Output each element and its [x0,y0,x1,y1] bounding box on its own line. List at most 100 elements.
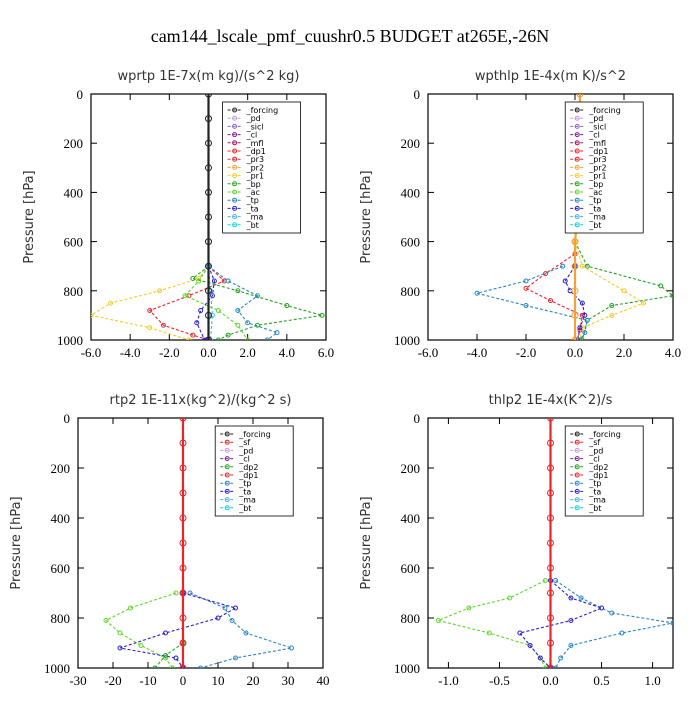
y-tick-label: 400 [51,511,71,526]
data-point-ta [209,293,215,299]
data-point-tp [553,578,559,583]
legend-label: _ta [588,204,601,213]
data-point-forcing [547,664,554,668]
data-point-dp1 [466,605,472,611]
data-point-ac [196,278,202,284]
x-tick-label: 0.0 [542,673,558,688]
legend-marker [224,472,230,478]
legend-marker [574,480,580,486]
legend-label: _ma [588,213,606,222]
data-point-tp [568,643,574,648]
data-point-ta [568,618,574,623]
y-tick-label: 1000 [44,661,70,676]
data-point-ta [562,278,568,284]
legend-label: _pr1 [246,172,264,181]
legend-marker [232,205,238,211]
data-point-forcing [571,336,579,340]
data-point-forcing [547,514,554,522]
data-point-tp [274,330,280,336]
data-point-forcing [547,614,554,622]
legend-label: _pd [246,114,261,123]
data-point-pr3 [147,307,153,313]
x-tick-label: 4.0 [665,345,681,360]
data-point-tp [243,630,249,636]
data-point-ta [599,605,605,611]
legend-marker [574,156,580,162]
x-tick-label: -2.0 [159,345,180,360]
legend-marker [574,488,580,494]
legend-marker [574,464,580,470]
legend-label: _dp1 [588,147,608,156]
data-point-bp [284,303,290,309]
legend-marker [574,431,580,437]
panel-bottom-left: rtp2 1E-11x(kg^2)/(kg^2 s) Pressure [hPa]… [9,393,330,688]
x-tick-label: -0.5 [489,673,510,688]
data-point-pr1 [641,300,647,306]
y-tick-label: 0 [64,411,71,426]
legend-marker [574,205,580,211]
legend-label: _mfl [588,139,606,148]
legend-marker [574,123,580,129]
data-point-bp [584,263,590,269]
data-point-forcing [179,464,187,472]
legend-marker [232,173,238,179]
legend-label: _cl [588,131,600,140]
legend-label: _mfl [246,139,264,148]
data-point-dp1 [138,643,144,648]
data-point-forcing [205,262,212,270]
data-point-ta [173,655,179,661]
data-point-tp [582,330,588,336]
data-point-dp1 [128,605,133,611]
legend-marker [232,115,238,121]
data-point-forcing [547,418,554,422]
series-line-bp [574,241,673,340]
series-line-tp [189,592,292,668]
data-point-forcing [205,94,212,98]
legend-marker [232,214,238,220]
legend-label: _bt [238,504,251,513]
legend-marker [574,132,580,138]
data-point-forcing [179,418,187,422]
legend-label: _bp [246,180,261,189]
series-line-pr3 [524,253,583,340]
x-tick-label: -4.0 [120,345,141,360]
legend-label: _dp2 [238,463,258,472]
data-point-ta [215,615,221,621]
data-point-ta [568,595,574,601]
legend-marker [224,456,230,462]
data-point-dp1 [117,630,123,636]
legend-label: _sf [588,438,600,447]
data-point-ta [527,643,533,648]
legend-marker [232,156,238,162]
legend-label: _pr3 [588,155,606,164]
data-point-dp1 [542,665,548,668]
legend-marker [232,132,238,138]
x-tick-label: -20 [104,673,121,688]
data-point-bp [579,337,585,340]
data-point-tp [264,337,270,340]
legend-marker [574,222,580,228]
legend-label: _forcing [588,106,621,115]
legend-marker [224,431,230,437]
x-tick-label: 30 [282,673,295,688]
y-tick-label: 200 [401,136,421,151]
x-tick-label: 10 [212,673,225,688]
data-point-dp1 [542,578,548,583]
legend-marker [574,173,580,179]
legend-marker [224,497,230,503]
data-point-bp [235,288,241,294]
data-point-pr1 [609,312,615,318]
legend-label: _dp1 [246,147,266,156]
y-axis-label: Pressure [hPa] [9,496,24,589]
series-line-ac [184,265,249,340]
data-point-tp [222,605,228,611]
series-line-tp [476,265,588,340]
x-tick-label: -6.0 [418,345,439,360]
y-tick-label: 200 [51,461,71,476]
data-point-bp [215,337,221,340]
data-point-tp [523,278,529,284]
data-point-forcing [571,311,579,319]
y-tick-label: 200 [401,461,421,476]
y-tick-label: 0 [77,87,84,102]
panel-top-left: wprtp 1E-7x(m kg)/(s^2 kg) Pressure [hPa]… [22,69,334,360]
